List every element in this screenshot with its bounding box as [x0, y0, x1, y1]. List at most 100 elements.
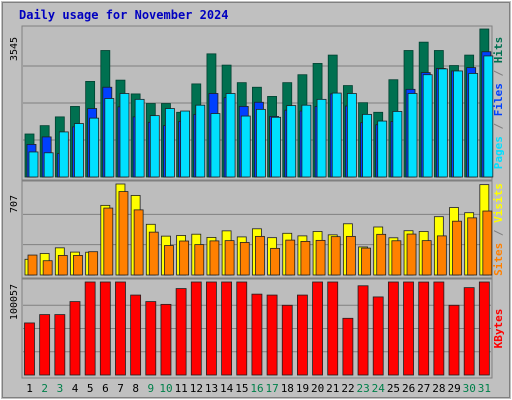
x-tick-label: 26 — [402, 382, 415, 395]
x-tick-label: 7 — [117, 382, 124, 395]
hits-files-pages-pages-bar — [74, 123, 84, 178]
chart-title: Daily usage for November 2024 — [19, 8, 229, 22]
x-tick-label: 12 — [190, 382, 203, 395]
x-tick-label: 30 — [463, 382, 476, 395]
hits-files-pages-pages-bar — [256, 108, 266, 178]
x-tick-label: 3 — [57, 382, 64, 395]
visits-sites-sites-bar — [57, 255, 68, 276]
x-tick-label: 20 — [311, 382, 324, 395]
legend-word: KBytes — [492, 309, 505, 349]
legend-word: / — [492, 116, 505, 136]
visits-sites-sites-bar — [194, 244, 205, 276]
visits-sites-sites-bar — [330, 236, 341, 276]
legend-word: Sites — [492, 243, 505, 276]
x-tick-label: 24 — [372, 382, 386, 395]
legend-word: Visits — [492, 183, 505, 223]
hits-files-pages-pages-bar — [362, 113, 372, 178]
visits-sites-sites-bar — [345, 235, 356, 276]
hits-files-pages-pages-bar — [58, 131, 69, 178]
hits-files-pages-pages-bar — [89, 117, 100, 178]
visits-sites-sites-bar — [361, 247, 371, 276]
visits-sites-sites-bar — [467, 217, 478, 276]
kbytes-kbytes-bar — [145, 301, 157, 376]
visits-sites-sites-bar — [376, 233, 387, 276]
chart-labels: 3545 Pages / Files / Hits 707 Sites / Visit… — [9, 37, 505, 395]
x-tick-label: 2 — [41, 382, 48, 395]
visits-sites-sites-bar — [118, 191, 129, 276]
kbytes-kbytes-bar — [281, 304, 293, 376]
x-tick-label: 10 — [159, 382, 172, 395]
visits-sites-sites-bar — [42, 260, 53, 276]
hits-files-pages-pages-bar — [28, 151, 39, 178]
kbytes-kbytes-bar — [24, 322, 35, 376]
kbytes-kbytes-bar — [190, 281, 202, 376]
legend-word: Pages — [492, 136, 505, 169]
x-tick-label: 11 — [175, 382, 188, 395]
kbytes-kbytes-bar — [175, 288, 187, 376]
kbytes-kbytes-bar — [115, 281, 126, 376]
hits-files-pages-pages-bar — [180, 110, 191, 178]
kbytes-kbytes-bar — [160, 303, 172, 376]
hits-files-pages-pages-bar — [346, 93, 357, 178]
hits-files-pages-pages-bar — [437, 68, 448, 178]
hits-files-pages-pages-bar — [240, 115, 251, 178]
x-tick-label: 18 — [281, 382, 294, 395]
chart-marks — [23, 28, 494, 376]
kbytes-kbytes-bar — [327, 281, 339, 376]
kbytes-kbytes-bar — [463, 287, 475, 376]
hits-files-pages-pages-bar — [407, 93, 418, 178]
kbytes-kbytes-bar — [251, 293, 263, 376]
x-tick-label: 31 — [478, 382, 491, 395]
hits-files-pages-pages-bar — [149, 115, 160, 178]
legend-word: Files — [492, 83, 505, 116]
x-tick-label: 8 — [132, 382, 139, 395]
x-tick-label: 9 — [148, 382, 155, 395]
kbytes-ymax-label: 100057 — [9, 284, 20, 320]
kbytes-kbytes-bar — [387, 281, 399, 376]
legend-word: / — [492, 223, 505, 243]
kbytes-kbytes-bar — [403, 281, 414, 376]
x-tick-label: 28 — [432, 382, 445, 395]
visits-sites-sites-bar — [103, 207, 114, 276]
hits-files-pages-pages-bar — [210, 113, 221, 178]
x-tick-label: 16 — [250, 382, 263, 395]
hits-files-pages-pages-bar — [165, 108, 175, 178]
visits-sites-sites-bar — [406, 233, 417, 276]
kbytes-kbytes-bar — [418, 281, 430, 376]
kbytes-kbytes-bar — [266, 294, 278, 376]
hits-files-pages-pages-bar — [422, 74, 433, 178]
kbytes-kbytes-bar — [236, 281, 248, 376]
visits-sites-sites-bar — [285, 239, 296, 276]
visits-sites-sites-bar — [164, 245, 174, 276]
x-tick-label: 4 — [72, 382, 79, 395]
visits-sites-sites-bar — [421, 240, 432, 276]
hits-files-pages-pages-bar — [119, 93, 130, 178]
visits-sites-sites-bar — [255, 235, 265, 276]
visits-sites-sites-bar — [88, 251, 99, 276]
x-tick-label: 22 — [341, 382, 354, 395]
visits-sites-sites-bar — [179, 240, 190, 276]
visits-sites-ymax-label: 707 — [9, 195, 20, 213]
kbytes-kbytes-bar — [312, 281, 323, 376]
x-tick-label: 14 — [220, 382, 234, 395]
kbytes-kbytes-bar — [372, 296, 384, 376]
visits-sites-sites-bar — [315, 239, 326, 276]
kbytes-kbytes-bar — [84, 281, 96, 376]
visits-sites-sites-bar — [482, 210, 493, 276]
x-tick-label: 21 — [326, 382, 339, 395]
hits-files-pages-pages-bar — [377, 120, 388, 178]
visits-sites-legend: Sites / Visits — [492, 183, 505, 276]
legend-word: Hits — [492, 37, 505, 64]
visits-sites-sites-bar — [209, 240, 220, 276]
visits-sites-sites-bar — [300, 241, 311, 276]
hits-files-pages-pages-bar — [286, 105, 297, 178]
x-tick-label: 15 — [235, 382, 248, 395]
hits-files-pages-ymax-label: 3545 — [9, 37, 20, 61]
kbytes-kbytes-bar — [342, 317, 354, 376]
visits-sites-sites-bar — [27, 254, 38, 276]
x-tick-label: 17 — [266, 382, 279, 395]
hits-files-pages-pages-bar — [483, 55, 494, 178]
hits-files-pages-pages-bar — [468, 73, 479, 178]
